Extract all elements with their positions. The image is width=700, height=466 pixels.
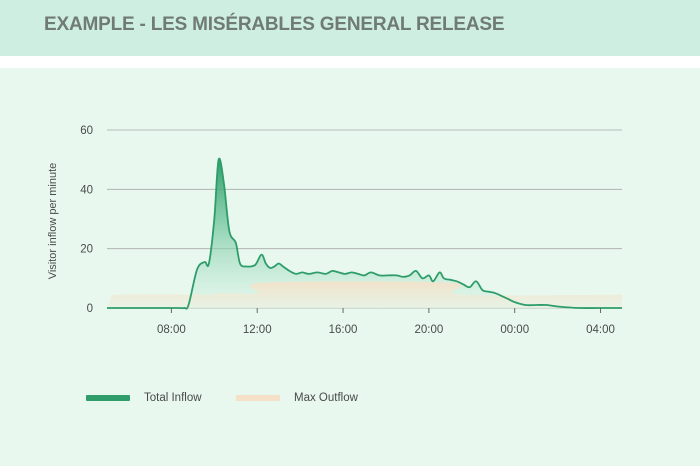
legend-item-outflow: Max Outflow <box>236 390 358 406</box>
legend-label-outflow: Max Outflow <box>294 392 358 404</box>
inflow-swatch <box>86 395 130 401</box>
y-axis-label: Visitor inflow per minute <box>47 163 59 280</box>
x-tick-label: 00:00 <box>500 324 529 336</box>
x-tick-label: 20:00 <box>414 324 443 336</box>
series-areas <box>106 157 622 310</box>
x-tick-label: 16:00 <box>329 324 358 336</box>
inflow-area <box>107 158 622 309</box>
y-tick-label: 0 <box>87 303 93 315</box>
legend-label-inflow: Total Inflow <box>144 392 202 404</box>
y-tick-label: 60 <box>80 125 93 137</box>
page-header: EXAMPLE - LES MISÉRABLES GENERAL RELEASE <box>0 0 700 56</box>
y-tick-label: 20 <box>80 244 93 256</box>
inflow-line <box>106 157 622 310</box>
outflow-area <box>107 281 622 308</box>
legend-item-inflow: Total Inflow <box>86 390 202 406</box>
axis-labels: Visitor inflow per minute 0 20 40 60 08:00 12… <box>47 125 615 336</box>
x-tick-label: 08:00 <box>157 324 186 336</box>
outflow-swatch <box>236 395 280 401</box>
x-tick-label: 12:00 <box>243 324 272 336</box>
x-tick-label: 04:00 <box>586 324 615 336</box>
page-title: EXAMPLE - LES MISÉRABLES GENERAL RELEASE <box>44 14 505 35</box>
y-tick-label: 40 <box>80 184 93 196</box>
